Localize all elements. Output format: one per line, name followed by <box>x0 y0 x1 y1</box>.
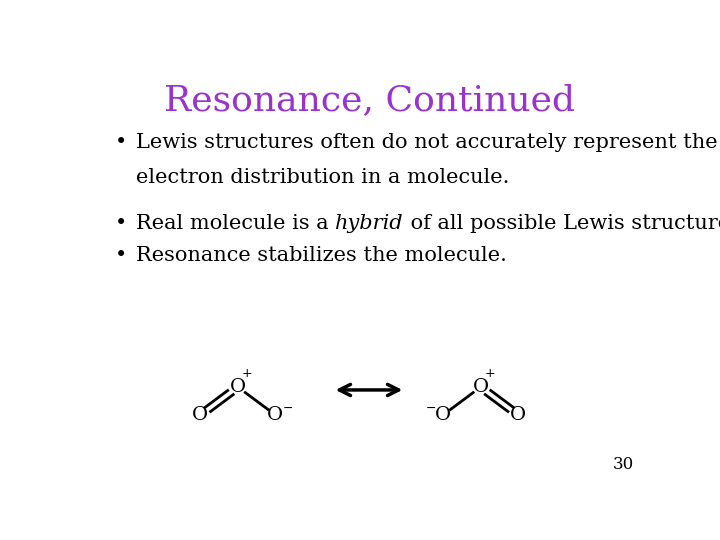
Text: hybrid: hybrid <box>335 214 404 233</box>
Text: −: − <box>426 402 436 415</box>
Text: Real molecule is a: Real molecule is a <box>136 214 335 233</box>
Text: +: + <box>242 367 253 380</box>
Text: •: • <box>115 214 127 233</box>
Text: Resonance stabilizes the molecule.: Resonance stabilizes the molecule. <box>136 246 507 265</box>
Text: O: O <box>230 378 246 396</box>
Text: Lewis structures often do not accurately represent the: Lewis structures often do not accurately… <box>136 133 717 152</box>
Text: •: • <box>115 133 127 152</box>
Text: O: O <box>472 378 489 396</box>
Text: of all possible Lewis structures.: of all possible Lewis structures. <box>404 214 720 233</box>
Text: O: O <box>510 406 526 424</box>
Text: electron distribution in a molecule.: electron distribution in a molecule. <box>136 167 509 186</box>
Text: 30: 30 <box>613 456 634 473</box>
Text: O: O <box>267 406 284 424</box>
Text: O: O <box>435 406 451 424</box>
Text: +: + <box>485 367 495 380</box>
Text: −: − <box>282 402 293 415</box>
Text: •: • <box>115 246 127 265</box>
Text: Resonance, Continued: Resonance, Continued <box>163 84 575 118</box>
Text: O: O <box>192 406 209 424</box>
